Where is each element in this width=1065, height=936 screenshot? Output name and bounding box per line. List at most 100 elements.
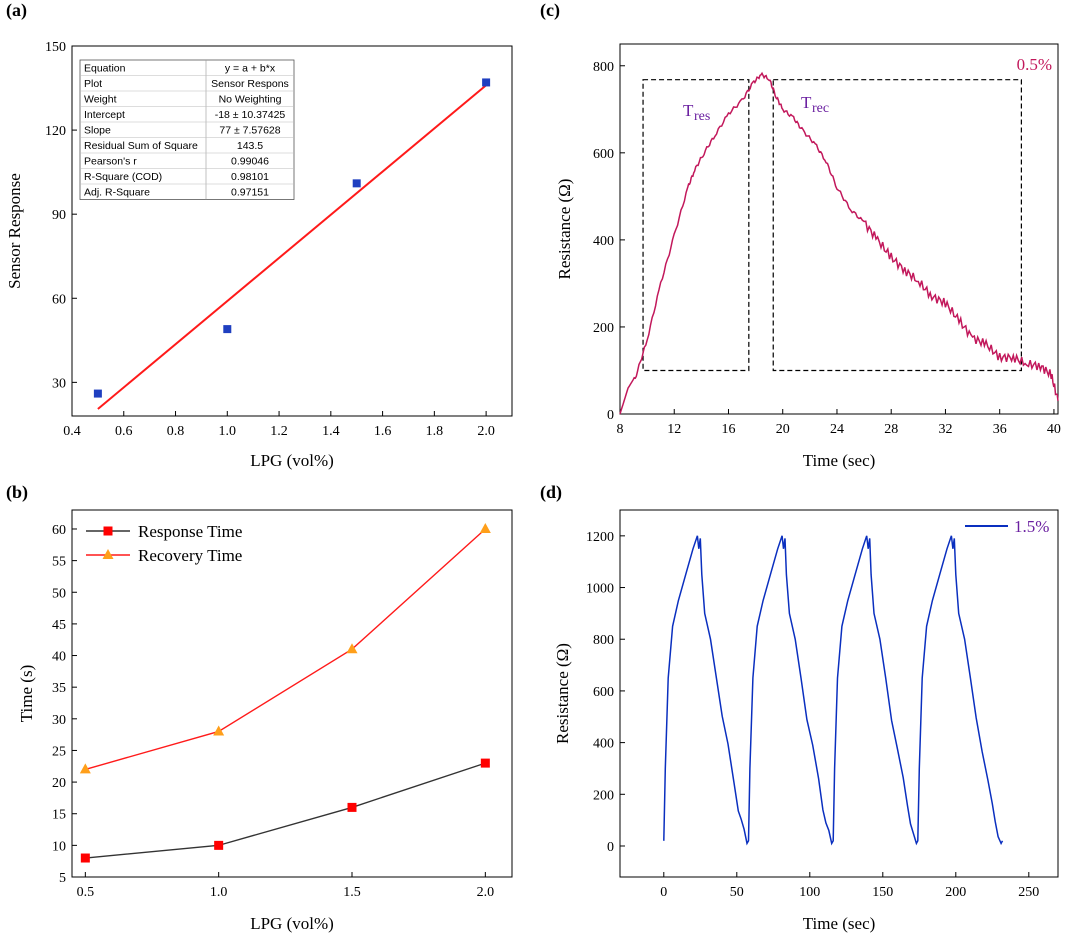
table-cell-label: Pearson's r [84,156,137,168]
x-axis-label: Time (sec) [803,451,876,470]
y-axis-label: Time (s) [17,665,36,722]
x-tick-label: 50 [730,885,744,900]
panel-b-chart: 0.5 1.0 1.5 2.0 5 10 15 20 25 30 35 40 45 50 55 60 LPG (… [17,509,513,933]
series-marker [80,853,90,863]
data-point [482,78,491,87]
x-axis-label: Time (sec) [803,914,876,933]
y-tick-label: 40 [52,650,66,665]
table-cell-label: Weight [84,94,117,106]
y-tick-label: 1200 [586,530,614,545]
x-tick-label: 1.4 [322,424,340,439]
table-cell-value: y = a + b*x [225,63,276,75]
annotation-t-rec: T [801,93,812,112]
x-tick-label: 1.2 [270,424,288,439]
series-marker [346,643,358,654]
x-tick-label: 36 [993,422,1007,437]
plot-frame [71,45,513,417]
table-cell-label: Equation [84,63,126,75]
series-marker [214,840,224,850]
x-axis-label: LPG (vol%) [250,451,334,470]
y-tick-label: 50 [52,586,66,601]
y-tick-label: 0 [607,408,614,423]
y-tick-label: 60 [52,523,66,538]
panel-label-b: (b) [6,482,28,503]
x-axis-label: LPG (vol%) [250,914,334,933]
dashed-region-box [772,79,1022,372]
x-tick-label: 28 [884,422,898,437]
y-tick-label: 800 [593,60,614,75]
fit-parameters-table: Equation y = a + b*x Plot Sensor Respons Wei… [79,59,295,200]
y-tick-label: 800 [593,633,614,648]
x-tick-label: 40 [1047,422,1061,437]
table-cell-label: Plot [84,78,102,90]
y-tick-label: 30 [52,376,66,391]
x-tick-label: 8 [617,422,624,437]
annotation-t-rec-sub: rec [812,101,829,116]
series-marker [213,725,225,736]
x-tick-label: 1.0 [219,424,237,439]
table-cell-value: Sensor Respons [211,78,289,90]
y-tick-label: 200 [593,788,614,803]
series-line [85,762,486,859]
legend-label: 0.5% [1017,55,1052,74]
table-cell-value: 0.97151 [231,187,269,199]
y-tick-label: 90 [52,208,66,223]
x-tick-label: 0.5 [77,885,95,900]
linear-fit-line [97,84,487,410]
table-cell-label: Slope [84,125,111,137]
x-tick-label: 2.0 [477,424,495,439]
resistance-cycles-curve [663,535,1004,846]
table-cell-label: Intercept [84,109,125,121]
table-frame [79,59,295,200]
series-marker [479,522,491,533]
plot-frame [619,509,1059,878]
x-tick-label: 2.0 [477,885,495,900]
y-tick-label: 45 [52,618,66,633]
series-marker [79,763,91,774]
y-tick-label: 400 [593,737,614,752]
legend-marker [102,549,114,559]
x-tick-label: 1.0 [210,885,228,900]
panel-label-a: (a) [6,0,27,21]
table-cell-value: 0.98101 [231,171,269,183]
x-tick-label: 200 [945,885,966,900]
y-tick-label: 120 [45,124,66,139]
resistance-curve [619,71,1059,415]
table-cell-value: No Weighting [219,94,282,106]
y-tick-label: 200 [593,321,614,336]
y-tick-label: 600 [593,685,614,700]
y-axis-label: Sensor Response [5,173,24,289]
y-tick-label: 400 [593,234,614,249]
y-tick-label: 15 [52,808,66,823]
x-tick-label: 0.6 [115,424,133,439]
table-cell-value: 77 ± 7.57628 [219,125,280,137]
legend-label: 1.5% [1014,517,1049,536]
series-marker [347,802,357,812]
x-tick-label: 12 [667,422,681,437]
data-point [93,389,102,398]
series-line [85,528,486,771]
y-axis-label: Resistance (Ω) [555,179,574,280]
table-cell-value: 143.5 [237,140,263,152]
x-tick-label: 0.4 [63,424,81,439]
x-tick-label: 250 [1018,885,1039,900]
dashed-region-box [642,79,750,372]
x-tick-label: 1.6 [374,424,392,439]
y-tick-label: 35 [52,681,66,696]
y-tick-label: 20 [52,776,66,791]
y-tick-label: 150 [45,40,66,55]
x-tick-label: 0.8 [167,424,185,439]
y-tick-label: 0 [607,840,614,855]
data-point [223,325,232,334]
legend-marker [103,526,113,536]
table-cell-label: Adj. R-Square [84,187,150,199]
y-tick-label: 30 [52,713,66,728]
x-tick-label: 20 [776,422,790,437]
x-tick-label: 32 [938,422,952,437]
y-tick-label: 60 [52,292,66,307]
x-tick-label: 16 [721,422,735,437]
table-cell-label: R-Square (COD) [84,171,162,183]
x-tick-label: 24 [830,422,844,437]
